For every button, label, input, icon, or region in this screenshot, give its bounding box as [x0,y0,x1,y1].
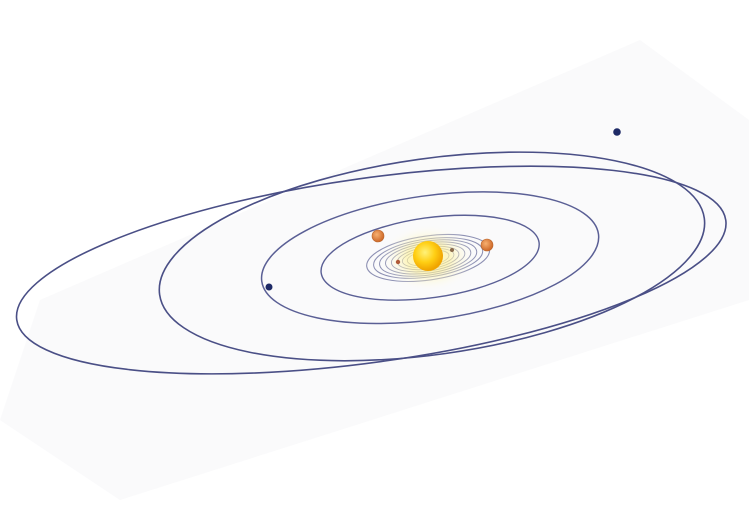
planet-icon [395,259,401,265]
planet-orange-left-icon [371,229,385,243]
orbit-outer-1 [15,165,727,375]
planet-icon [450,248,454,252]
orbit-middle-2 [320,214,540,301]
sun-icon [413,241,443,271]
planet-dark-right-icon [613,128,621,136]
orbit-outer-2 [158,151,706,362]
orbits-group [15,151,727,375]
orbital-plane [0,40,749,500]
orbit-middle-1 [260,191,600,325]
planet-dark-left-icon [265,283,273,291]
planet-orange-right-icon [480,238,494,252]
